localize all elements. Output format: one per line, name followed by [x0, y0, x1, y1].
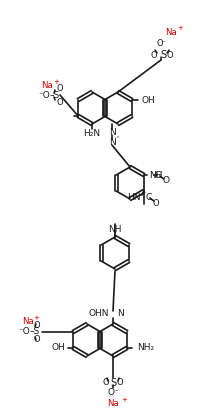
- Text: ⁻O: ⁻O: [18, 327, 30, 337]
- Text: H₂N: H₂N: [83, 128, 100, 138]
- Text: S: S: [159, 50, 165, 60]
- Text: OHN: OHN: [88, 309, 109, 319]
- Text: –S: –S: [30, 327, 40, 337]
- Text: NH₂: NH₂: [136, 344, 153, 352]
- Text: Na: Na: [41, 80, 52, 90]
- Text: N: N: [109, 128, 116, 136]
- Text: Na: Na: [164, 28, 176, 37]
- Text: C: C: [154, 171, 160, 179]
- Text: HN: HN: [127, 193, 140, 201]
- Text: NH: NH: [108, 224, 121, 234]
- Text: O: O: [102, 379, 109, 387]
- Text: NH: NH: [148, 171, 162, 179]
- Text: O⁻: O⁻: [107, 389, 118, 397]
- Text: O: O: [33, 334, 40, 344]
- Text: –S: –S: [50, 90, 60, 100]
- Text: +: +: [33, 315, 39, 321]
- Text: Na: Na: [22, 317, 34, 327]
- Text: O: O: [57, 98, 63, 106]
- Text: ⁻: ⁻: [160, 38, 164, 48]
- Text: OH: OH: [51, 344, 65, 352]
- Text: O: O: [150, 50, 156, 60]
- Text: O: O: [156, 38, 163, 48]
- Text: ⁻O: ⁻O: [38, 90, 50, 100]
- Text: O: O: [57, 83, 63, 93]
- Text: N: N: [116, 309, 123, 319]
- Text: O: O: [162, 176, 169, 184]
- Text: N: N: [109, 138, 116, 146]
- Text: +: +: [176, 25, 182, 31]
- Text: O: O: [33, 321, 40, 329]
- Text: +: +: [121, 397, 126, 403]
- Text: S: S: [109, 378, 115, 388]
- Text: O: O: [116, 379, 123, 387]
- Text: O: O: [152, 198, 158, 208]
- Text: +: +: [53, 79, 59, 85]
- Text: ʹ: ʹ: [116, 136, 118, 145]
- Text: Na: Na: [107, 399, 118, 409]
- Text: OH: OH: [141, 95, 155, 105]
- Text: O: O: [166, 50, 172, 60]
- Text: C: C: [145, 193, 151, 201]
